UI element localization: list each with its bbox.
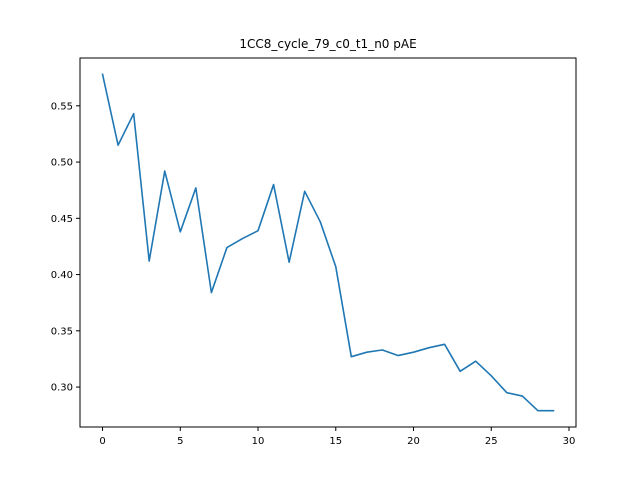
x-tick-label: 15 bbox=[329, 436, 342, 447]
x-tick-label: 25 bbox=[485, 436, 498, 447]
x-tick-label: 20 bbox=[407, 436, 420, 447]
y-tick-label: 0.35 bbox=[51, 326, 73, 337]
chart-title: 1CC8_cycle_79_c0_t1_n0 pAE bbox=[239, 37, 416, 51]
x-tick-label: 0 bbox=[99, 436, 105, 447]
y-tick-label: 0.50 bbox=[51, 158, 73, 169]
y-tick-label: 0.55 bbox=[51, 101, 73, 112]
x-tick-label: 30 bbox=[563, 436, 576, 447]
y-tick-label: 0.40 bbox=[51, 270, 73, 281]
y-tick-label: 0.45 bbox=[51, 214, 73, 225]
x-tick-label: 5 bbox=[177, 436, 183, 447]
y-tick-label: 0.30 bbox=[51, 383, 73, 394]
x-tick-label: 10 bbox=[252, 436, 265, 447]
